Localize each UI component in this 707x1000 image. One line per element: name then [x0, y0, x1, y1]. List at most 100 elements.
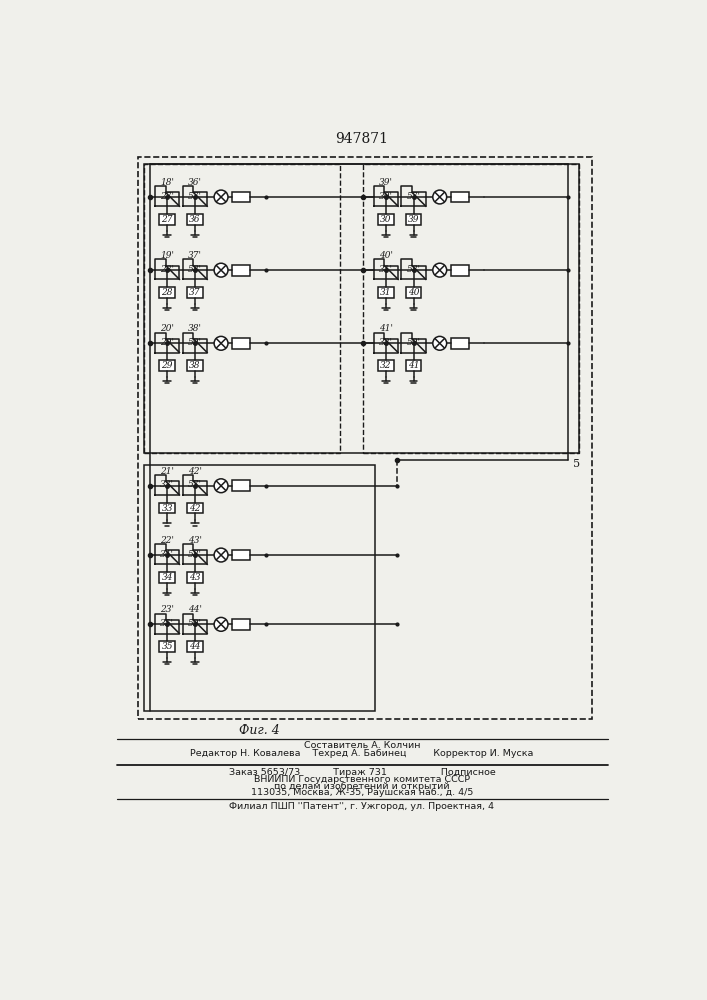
Bar [450, 338, 469, 349]
Bar [160, 214, 175, 225]
Text: 58': 58' [407, 265, 421, 274]
Bar [187, 360, 203, 371]
Text: 36: 36 [189, 215, 201, 224]
Text: Редактор Н. Ковалева    Техред А. Бабинец         Корректор И. Муска: Редактор Н. Ковалева Техред А. Бабинец К… [190, 749, 534, 758]
Text: 44: 44 [189, 642, 201, 651]
Bar [378, 214, 394, 225]
Text: 59': 59' [407, 338, 421, 347]
Text: 59': 59' [188, 619, 202, 628]
Text: 42': 42' [188, 467, 202, 476]
Circle shape [433, 190, 447, 204]
Bar [187, 503, 203, 513]
Text: 113035, Москва, Ж-35, Раушская наб., д. 4/5: 113035, Москва, Ж-35, Раушская наб., д. … [251, 788, 473, 797]
Text: 31: 31 [380, 288, 392, 297]
Circle shape [214, 617, 228, 631]
Circle shape [433, 263, 447, 277]
Text: 57': 57' [407, 192, 421, 201]
Bar [232, 480, 250, 491]
Bar [160, 360, 175, 371]
Text: 40': 40' [379, 251, 393, 260]
Bar [160, 287, 175, 298]
Text: Составитель А. Колчин: Составитель А. Колчин [304, 741, 420, 750]
Text: 37': 37' [188, 251, 202, 260]
Bar [144, 465, 375, 711]
Text: ВНИИПИ Государственного комитета СССР: ВНИИПИ Государственного комитета СССР [254, 775, 470, 784]
Text: Заказ 5653/73           Тираж 731                  Подписное: Заказ 5653/73 Тираж 731 Подписное [228, 768, 496, 777]
Bar [160, 572, 175, 583]
Text: 19': 19' [160, 251, 174, 260]
Bar [406, 214, 421, 225]
Circle shape [433, 336, 447, 350]
Text: 41: 41 [408, 361, 419, 370]
Text: 5: 5 [573, 459, 580, 469]
Bar [160, 503, 175, 513]
Text: 33': 33' [160, 480, 174, 489]
Text: 44': 44' [188, 605, 202, 614]
Text: 28: 28 [161, 288, 173, 297]
Bar [450, 192, 469, 202]
Text: 18': 18' [160, 178, 174, 187]
Text: 33: 33 [161, 504, 173, 513]
Bar [187, 572, 203, 583]
Bar [232, 265, 250, 276]
Bar [160, 641, 175, 652]
Text: 37: 37 [189, 288, 201, 297]
Circle shape [214, 263, 228, 277]
Circle shape [214, 548, 228, 562]
Text: 29': 29' [160, 338, 174, 347]
Text: 27': 27' [160, 192, 174, 201]
Bar [406, 287, 421, 298]
Text: 43': 43' [188, 536, 202, 545]
Text: 29: 29 [161, 361, 173, 370]
Bar [144, 164, 340, 453]
Bar [144, 164, 579, 453]
Bar [232, 550, 250, 560]
Text: 36': 36' [188, 178, 202, 187]
Circle shape [214, 336, 228, 350]
Text: 58': 58' [188, 265, 202, 274]
Text: по делам изобретений и открытий: по делам изобретений и открытий [274, 782, 450, 791]
Bar [232, 338, 250, 349]
Text: 58': 58' [188, 550, 202, 559]
Circle shape [214, 479, 228, 493]
Text: 34: 34 [161, 573, 173, 582]
Text: 27: 27 [161, 215, 173, 224]
Text: 38': 38' [188, 324, 202, 333]
Text: 39: 39 [408, 215, 419, 224]
Bar [138, 157, 592, 719]
Text: 20': 20' [160, 324, 174, 333]
Text: 30': 30' [379, 192, 393, 201]
Text: 22': 22' [160, 536, 174, 545]
Text: Филиал ПШП ''Патент'', г. Ужгород, ул. Проектная, 4: Филиал ПШП ''Патент'', г. Ужгород, ул. П… [230, 802, 494, 811]
Bar [450, 265, 469, 276]
Text: 57': 57' [188, 480, 202, 489]
Text: 41': 41' [379, 324, 393, 333]
Circle shape [214, 190, 228, 204]
Text: Фиг. 4: Фиг. 4 [239, 724, 280, 737]
Bar [187, 641, 203, 652]
Text: 57': 57' [188, 192, 202, 201]
Text: 42: 42 [189, 504, 201, 513]
Text: 32': 32' [379, 338, 393, 347]
Bar [187, 214, 203, 225]
Bar [363, 164, 579, 453]
Text: 40: 40 [408, 288, 419, 297]
Text: 21': 21' [160, 467, 174, 476]
Bar [378, 287, 394, 298]
Text: 28': 28' [160, 265, 174, 274]
Text: 38: 38 [189, 361, 201, 370]
Bar [406, 360, 421, 371]
Text: 35': 35' [160, 619, 174, 628]
Text: 43: 43 [189, 573, 201, 582]
Text: 32: 32 [380, 361, 392, 370]
Text: 35: 35 [161, 642, 173, 651]
Bar [232, 192, 250, 202]
Text: 30: 30 [380, 215, 392, 224]
Bar [232, 619, 250, 630]
Text: 59': 59' [188, 338, 202, 347]
Text: 947871: 947871 [335, 132, 388, 146]
Bar [378, 360, 394, 371]
Text: 23': 23' [160, 605, 174, 614]
Bar [187, 287, 203, 298]
Text: 39': 39' [379, 178, 393, 187]
